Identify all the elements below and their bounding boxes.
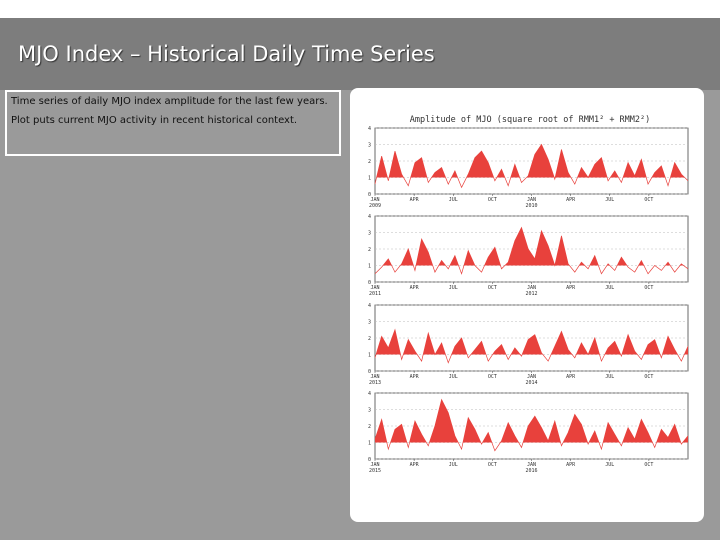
x-tick-label: OCT	[488, 374, 497, 380]
x-tick-label: APR	[566, 374, 576, 380]
x-tick-year: 2011	[369, 291, 381, 297]
y-tick-label: 4	[368, 391, 371, 397]
x-tick-label: OCT	[644, 374, 653, 380]
x-tick-label: JUL	[449, 197, 458, 203]
x-tick-label: JAN	[527, 285, 536, 291]
x-tick-label: OCT	[488, 285, 497, 291]
amplitude-area	[382, 227, 684, 266]
y-tick-label: 0	[368, 457, 371, 463]
x-tick-label: APR	[566, 462, 576, 468]
y-tick-label: 3	[368, 320, 371, 326]
x-tick-label: JAN	[527, 197, 536, 203]
y-tick-label: 3	[368, 408, 371, 414]
text-line: Plot puts current MJO activity in recent…	[11, 115, 298, 126]
amplitude-line	[374, 398, 689, 452]
amplitude-area	[375, 399, 688, 443]
y-tick-label: 1	[368, 353, 371, 359]
amplitude-line	[374, 143, 689, 189]
x-tick-label: APR	[410, 462, 420, 468]
y-tick-label: 4	[368, 126, 371, 132]
x-tick-label: APR	[410, 374, 420, 380]
x-tick-label: APR	[566, 285, 576, 291]
y-tick-label: 0	[368, 192, 371, 198]
x-tick-label: JUL	[605, 374, 614, 380]
chart-title: Amplitude of MJO (square root of RMM1² +…	[410, 115, 651, 125]
amplitude-line	[374, 226, 689, 275]
text-box: Time series of daily MJO index amplitude…	[5, 90, 341, 156]
x-tick-label: OCT	[488, 462, 497, 468]
y-tick-label: 1	[368, 441, 371, 447]
y-tick-label: 2	[368, 159, 371, 165]
y-tick-label: 1	[368, 176, 371, 182]
amplitude-area	[376, 329, 688, 355]
x-tick-label: JUL	[449, 462, 458, 468]
y-tick-label: 3	[368, 143, 371, 149]
x-tick-label: JAN	[370, 285, 379, 291]
text-line: Time series of daily MJO index amplitude…	[11, 96, 328, 107]
x-tick-label: APR	[410, 285, 420, 291]
x-tick-year: 2013	[369, 380, 381, 386]
y-tick-label: 2	[368, 424, 371, 430]
x-tick-label: JUL	[449, 285, 458, 291]
y-tick-label: 2	[368, 336, 371, 342]
x-tick-label: JAN	[370, 462, 379, 468]
x-tick-label: OCT	[644, 462, 653, 468]
x-tick-year: 2009	[369, 203, 381, 209]
y-tick-label: 4	[368, 303, 371, 309]
slide-title: MJO Index – Historical Daily Time Series	[18, 42, 435, 66]
x-tick-label: JUL	[605, 197, 614, 203]
x-tick-label: JUL	[605, 285, 614, 291]
x-tick-label: APR	[410, 197, 420, 203]
x-tick-label: OCT	[644, 197, 653, 203]
x-tick-label: JUL	[449, 374, 458, 380]
x-tick-year: 2012	[525, 291, 537, 297]
x-tick-label: OCT	[488, 197, 497, 203]
y-tick-label: 0	[368, 369, 371, 375]
amplitude-area	[376, 144, 685, 178]
x-tick-year: 2010	[525, 203, 537, 209]
y-tick-label: 2	[368, 247, 371, 253]
x-tick-label: APR	[566, 197, 576, 203]
x-tick-label: JAN	[527, 374, 536, 380]
amplitude-line	[374, 328, 689, 364]
x-tick-label: JAN	[370, 197, 379, 203]
y-tick-label: 3	[368, 231, 371, 237]
x-tick-year: 2016	[525, 468, 537, 474]
title-bar	[0, 18, 720, 90]
x-tick-label: JUL	[605, 462, 614, 468]
y-tick-label: 4	[368, 214, 371, 220]
x-tick-label: JAN	[527, 462, 536, 468]
x-tick-label: JAN	[370, 374, 379, 380]
y-tick-label: 0	[368, 280, 371, 286]
top-strip	[0, 0, 720, 18]
x-tick-year: 2015	[369, 468, 381, 474]
y-tick-label: 1	[368, 264, 371, 270]
x-tick-label: OCT	[644, 285, 653, 291]
x-tick-year: 2014	[525, 380, 537, 386]
